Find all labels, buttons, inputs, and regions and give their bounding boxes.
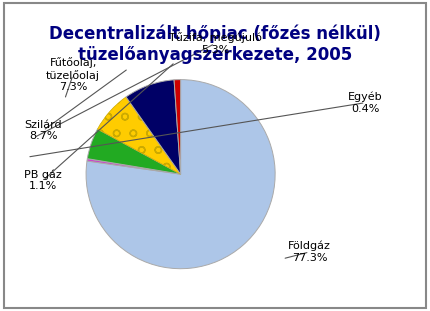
Text: Szilárd
8.7%: Szilárd 8.7%: [24, 120, 62, 142]
Text: PB gáz
1.1%: PB gáz 1.1%: [24, 169, 62, 192]
Wedge shape: [87, 129, 181, 174]
Wedge shape: [126, 80, 181, 174]
Wedge shape: [174, 80, 181, 174]
Wedge shape: [87, 159, 181, 174]
Text: Földgáz
77.3%: Földgáz 77.3%: [288, 241, 331, 263]
Text: Fűtőolaj,
tüzelőolaj
7.3%: Fűtőolaj, tüzelőolaj 7.3%: [46, 57, 100, 92]
Text: Decentralizált hőpiac (főzés nélkül)
tüzelőanyagszerkezete, 2005: Decentralizált hőpiac (főzés nélkül) tüz…: [49, 25, 381, 64]
Text: Tűzifa, megújuló
5.3%: Tűzifa, megújuló 5.3%: [169, 32, 261, 55]
Wedge shape: [86, 80, 275, 269]
Text: Egyéb
0.4%: Egyéb 0.4%: [348, 91, 383, 114]
Wedge shape: [98, 97, 181, 174]
